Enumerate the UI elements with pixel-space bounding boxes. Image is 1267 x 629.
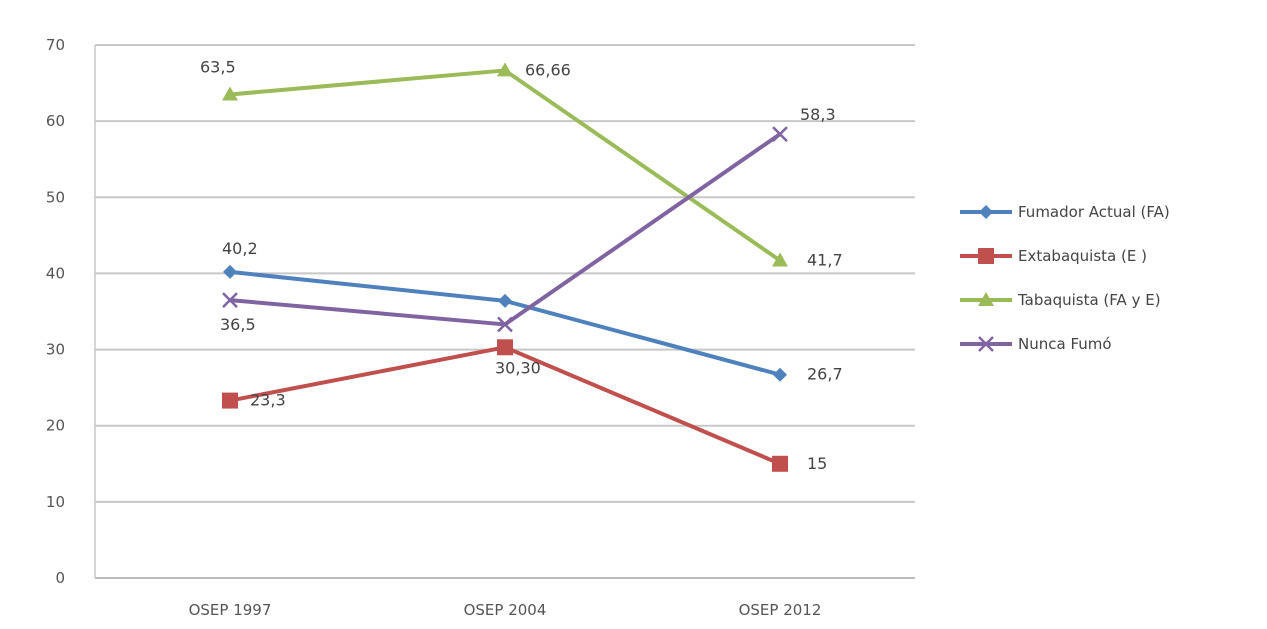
- legend-item: Fumador Actual (FA): [960, 203, 1170, 221]
- y-tick-label: 50: [46, 188, 65, 206]
- y-tick-label: 60: [46, 112, 65, 130]
- data-point: [222, 86, 238, 101]
- legend-label: Extabaquista (E ): [1018, 247, 1147, 265]
- data-point: [222, 292, 238, 308]
- legend-item: Tabaquista (FA y E): [960, 291, 1161, 309]
- data-label: 30,30: [495, 358, 541, 377]
- y-tick-label: 20: [46, 417, 65, 435]
- y-tick-label: 30: [46, 341, 65, 359]
- legend-marker: [978, 248, 994, 264]
- data-point: [497, 339, 513, 356]
- series-0: [223, 264, 787, 382]
- x-tick-label: OSEP 2012: [739, 601, 822, 619]
- legend-marker: [978, 336, 994, 352]
- legend-label: Nunca Fumó: [1018, 335, 1112, 353]
- legend-item: Nunca Fumó: [960, 335, 1112, 353]
- series-1: [222, 339, 788, 472]
- legend-item: Extabaquista (E ): [960, 247, 1147, 265]
- y-tick-label: 10: [46, 493, 65, 511]
- data-point: [223, 264, 237, 279]
- x-tick-label: OSEP 1997: [189, 601, 272, 619]
- y-tick-label: 40: [46, 264, 65, 282]
- data-point: [222, 392, 238, 409]
- data-point: [772, 455, 788, 472]
- data-label: 66,66: [525, 60, 571, 79]
- data-point: [772, 252, 788, 267]
- data-label: 23,3: [250, 391, 286, 410]
- data-label: 63,5: [200, 57, 236, 76]
- y-tick-label: 70: [46, 36, 65, 54]
- data-point: [772, 126, 788, 142]
- y-tick-label: 0: [55, 569, 65, 587]
- series-2: [222, 62, 788, 267]
- data-point: [497, 62, 513, 77]
- legend-label: Fumador Actual (FA): [1018, 203, 1170, 221]
- data-label: 40,2: [222, 239, 258, 258]
- data-label: 15: [807, 454, 827, 473]
- data-point: [773, 367, 787, 382]
- series-line: [229, 68, 782, 263]
- data-point: [497, 316, 513, 333]
- series-3: [222, 126, 788, 333]
- x-tick-label: OSEP 2004: [464, 601, 547, 619]
- data-label: 26,7: [807, 365, 843, 384]
- data-label: 36,5: [220, 315, 256, 334]
- legend-label: Tabaquista (FA y E): [1017, 291, 1161, 309]
- data-point: [498, 293, 512, 308]
- legend-marker: [978, 292, 994, 306]
- data-label: 41,7: [807, 250, 843, 269]
- data-label: 58,3: [800, 105, 836, 124]
- legend-marker: [979, 205, 993, 219]
